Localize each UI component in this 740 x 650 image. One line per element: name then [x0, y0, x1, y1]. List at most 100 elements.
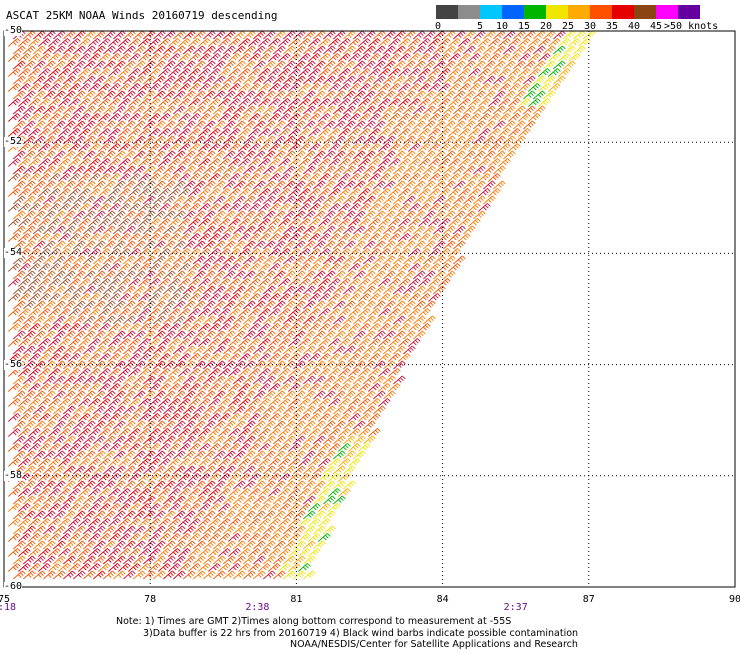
wind-barb [143, 570, 156, 580]
wind-barb [88, 518, 101, 527]
wind-barb [343, 60, 356, 70]
wind-barb [83, 540, 96, 550]
wind-barb [38, 548, 51, 557]
wind-barb [433, 285, 446, 295]
wind-barb [23, 210, 36, 220]
wind-barb [298, 278, 311, 287]
wind-barb [243, 75, 256, 85]
wind-barb [193, 570, 206, 580]
wind-barb [123, 30, 136, 40]
wind-barb [328, 83, 341, 92]
wind-barb [78, 563, 91, 572]
wind-barb [303, 540, 316, 550]
wind-barb [303, 255, 316, 265]
wind-barb [283, 450, 296, 460]
wind-barb [463, 60, 476, 70]
wind-barb [218, 98, 231, 107]
wind-barb [63, 105, 76, 115]
wind-barb [283, 480, 296, 490]
wind-barb [273, 495, 286, 505]
wind-barb [23, 150, 36, 160]
wind-barb [238, 383, 251, 392]
wind-barb [373, 195, 386, 205]
wind-barb [398, 218, 411, 227]
wind-barb [423, 150, 436, 160]
wind-barb [78, 113, 91, 122]
wind-barb [448, 188, 461, 197]
wind-barb [433, 120, 446, 130]
wind-barb [228, 128, 241, 137]
wind-barb [83, 360, 96, 370]
wind-barb [23, 120, 36, 130]
wind-barb [128, 143, 141, 152]
wind-barb [183, 240, 196, 250]
wind-barb [153, 285, 166, 295]
wind-barb [353, 120, 366, 130]
wind-barb [108, 203, 121, 212]
wind-barb [158, 278, 171, 287]
wind-barb [248, 278, 261, 287]
wind-barb [393, 45, 406, 55]
wind-barb [163, 555, 176, 565]
wind-barb [228, 353, 241, 362]
wind-barb [213, 195, 226, 205]
wind-barb [273, 570, 286, 580]
wind-barb [418, 38, 431, 47]
wind-barb [258, 53, 271, 62]
wind-barb [278, 188, 291, 197]
wind-barb [173, 195, 186, 205]
wind-barb [223, 420, 236, 430]
wind-barb [398, 143, 411, 152]
wind-barb [403, 195, 416, 205]
wind-barb [413, 90, 426, 100]
wind-barb [93, 330, 106, 340]
wind-barb [363, 270, 376, 280]
wind-barb [298, 203, 311, 212]
wind-barb [188, 533, 201, 542]
wind-barb [163, 255, 176, 265]
wind-barb [343, 255, 356, 265]
wind-barb [93, 555, 106, 565]
wind-barb [348, 368, 361, 377]
wind-barb [58, 548, 71, 557]
wind-barb [143, 285, 156, 295]
wind-barb [443, 240, 456, 250]
wind-barb [508, 68, 521, 77]
wind-barb [128, 38, 141, 47]
wind-barb [253, 405, 266, 415]
wind-barb [143, 255, 156, 265]
wind-barb [348, 113, 361, 122]
wind-barb [303, 480, 316, 490]
wind-barb [298, 308, 311, 317]
wind-barb [363, 195, 376, 205]
wind-barb [68, 533, 81, 542]
wind-barb [103, 315, 116, 325]
wind-barb [203, 375, 216, 385]
wind-barb [273, 255, 286, 265]
wind-barb [103, 165, 116, 175]
wind-barb [293, 360, 306, 370]
wind-barb [128, 533, 141, 542]
wind-barb [403, 270, 416, 280]
wind-barb [123, 45, 136, 55]
wind-barb [283, 360, 296, 370]
wind-barb [203, 555, 216, 565]
wind-barb [88, 38, 101, 47]
wind-barb [153, 390, 166, 400]
wind-barb [63, 285, 76, 295]
wind-barb [53, 180, 66, 190]
wind-barb [353, 375, 366, 385]
wind-barb [173, 165, 186, 175]
wind-barb [138, 188, 151, 197]
wind-barb [413, 270, 426, 280]
wind-barb [43, 225, 56, 235]
wind-barb [73, 300, 86, 310]
wind-barb [203, 210, 216, 220]
wind-barb [238, 458, 251, 467]
wind-barb [178, 248, 191, 257]
wind-barb [288, 128, 301, 137]
wind-barb [93, 465, 106, 475]
wind-barb [363, 255, 376, 265]
wind-barb [68, 563, 81, 572]
